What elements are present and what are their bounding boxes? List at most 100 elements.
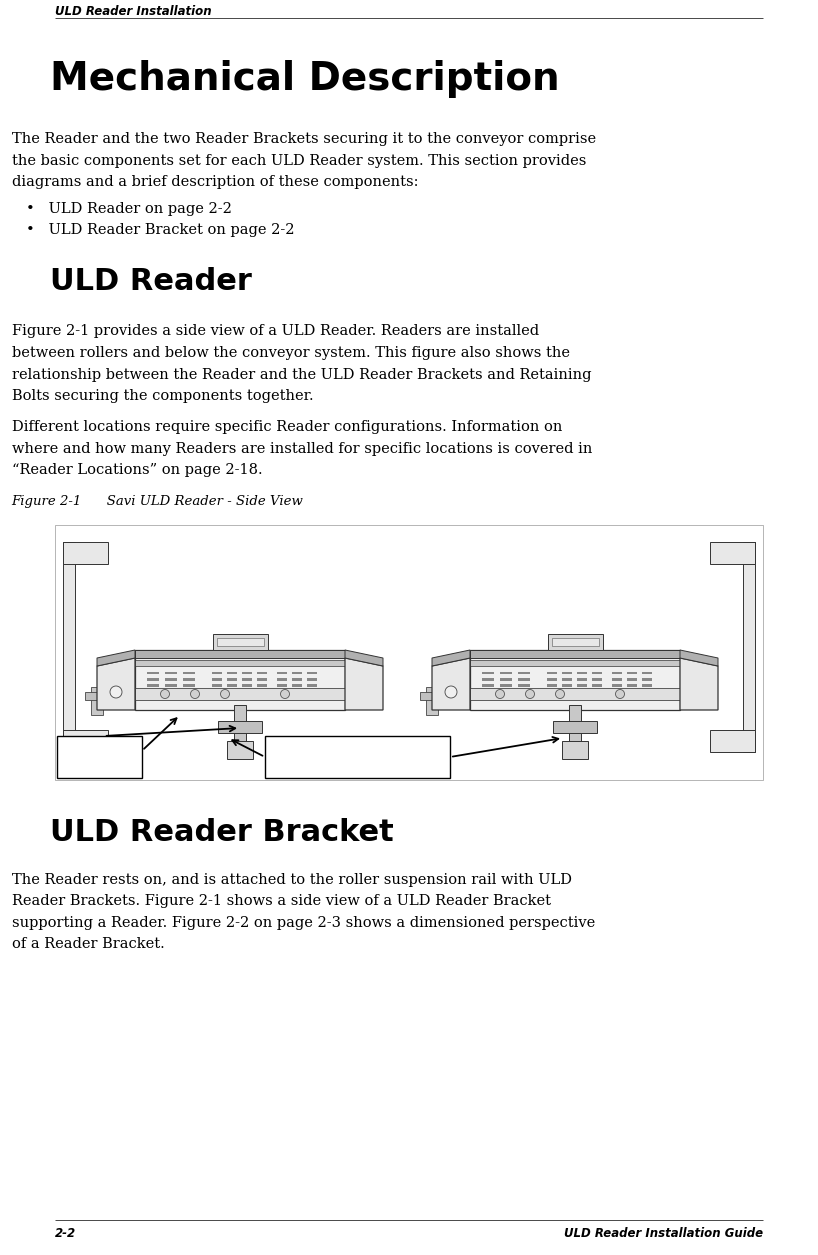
Bar: [577, 690, 587, 693]
Bar: [292, 697, 302, 699]
Bar: [183, 671, 195, 674]
Bar: [227, 740, 253, 759]
Bar: [743, 542, 755, 752]
Bar: [470, 650, 680, 658]
Circle shape: [555, 689, 564, 699]
Bar: [547, 678, 557, 680]
Text: Reader Brackets. Figure 2-1 shows a side view of a ULD Reader Bracket: Reader Brackets. Figure 2-1 shows a side…: [11, 895, 551, 909]
Bar: [518, 678, 530, 680]
Bar: [63, 730, 108, 752]
Bar: [218, 722, 262, 733]
Bar: [642, 697, 652, 699]
Text: “Reader Locations” on page 2-18.: “Reader Locations” on page 2-18.: [11, 463, 262, 477]
Polygon shape: [432, 658, 470, 710]
Bar: [612, 697, 622, 699]
Bar: [612, 671, 622, 674]
Bar: [482, 684, 494, 686]
Bar: [470, 650, 680, 710]
Bar: [307, 671, 317, 674]
Bar: [147, 690, 159, 693]
Bar: [547, 690, 557, 693]
Bar: [307, 690, 317, 693]
Bar: [135, 660, 345, 666]
Bar: [592, 690, 602, 693]
Bar: [277, 697, 287, 699]
Bar: [183, 678, 195, 680]
Bar: [307, 684, 317, 686]
Bar: [63, 542, 108, 563]
Bar: [242, 684, 252, 686]
Bar: [577, 671, 587, 674]
Bar: [135, 688, 345, 700]
Bar: [518, 697, 530, 699]
Bar: [577, 684, 587, 686]
Bar: [500, 678, 512, 680]
Bar: [277, 684, 287, 686]
Bar: [63, 542, 75, 752]
Text: The Reader rests on, and is attached to the roller suspension rail with ULD: The Reader rests on, and is attached to …: [11, 873, 572, 887]
Bar: [292, 690, 302, 693]
Bar: [292, 684, 302, 686]
Bar: [257, 671, 267, 674]
Bar: [91, 686, 103, 715]
Bar: [518, 671, 530, 674]
Bar: [257, 678, 267, 680]
Bar: [562, 690, 572, 693]
Bar: [482, 697, 494, 699]
Circle shape: [445, 686, 457, 698]
Bar: [642, 678, 652, 680]
Circle shape: [496, 689, 505, 699]
Bar: [547, 671, 557, 674]
Bar: [500, 684, 512, 686]
Bar: [265, 735, 450, 778]
Text: Mechanical Description: Mechanical Description: [50, 60, 560, 98]
Polygon shape: [345, 650, 383, 666]
Polygon shape: [680, 650, 718, 666]
Bar: [710, 730, 755, 752]
Bar: [147, 684, 159, 686]
Bar: [242, 697, 252, 699]
Bar: [227, 684, 237, 686]
Circle shape: [110, 686, 122, 698]
Text: ULD Reader Bracket: ULD Reader Bracket: [50, 818, 393, 847]
Bar: [242, 671, 252, 674]
Circle shape: [281, 689, 290, 699]
Bar: [642, 690, 652, 693]
Bar: [562, 678, 572, 680]
Bar: [500, 671, 512, 674]
Bar: [55, 525, 763, 781]
Bar: [183, 697, 195, 699]
Bar: [277, 671, 287, 674]
Polygon shape: [345, 658, 383, 710]
Bar: [257, 690, 267, 693]
Bar: [592, 671, 602, 674]
Bar: [592, 678, 602, 680]
Polygon shape: [97, 658, 135, 710]
Circle shape: [191, 689, 200, 699]
Bar: [292, 671, 302, 674]
Bar: [627, 697, 637, 699]
Bar: [227, 697, 237, 699]
Bar: [165, 697, 177, 699]
Text: •   ULD Reader on page 2-2: • ULD Reader on page 2-2: [26, 202, 232, 216]
Bar: [212, 697, 222, 699]
Bar: [547, 697, 557, 699]
Text: diagrams and a brief description of these components:: diagrams and a brief description of thes…: [11, 174, 418, 190]
Bar: [482, 690, 494, 693]
Bar: [183, 684, 195, 686]
Bar: [234, 705, 246, 745]
Text: Figure 2-1 provides a side view of a ULD Reader. Readers are installed: Figure 2-1 provides a side view of a ULD…: [11, 325, 538, 339]
Text: supporting a Reader. Figure 2-2 on page 2-3 shows a dimensioned perspective: supporting a Reader. Figure 2-2 on page …: [11, 916, 595, 930]
Bar: [420, 692, 444, 700]
Bar: [577, 678, 587, 680]
Bar: [500, 697, 512, 699]
Bar: [627, 671, 637, 674]
Bar: [277, 690, 287, 693]
Bar: [547, 684, 557, 686]
Bar: [562, 697, 572, 699]
Circle shape: [525, 689, 534, 699]
Bar: [227, 690, 237, 693]
Bar: [592, 697, 602, 699]
Bar: [165, 690, 177, 693]
Text: of a Reader Bracket.: of a Reader Bracket.: [11, 937, 164, 951]
